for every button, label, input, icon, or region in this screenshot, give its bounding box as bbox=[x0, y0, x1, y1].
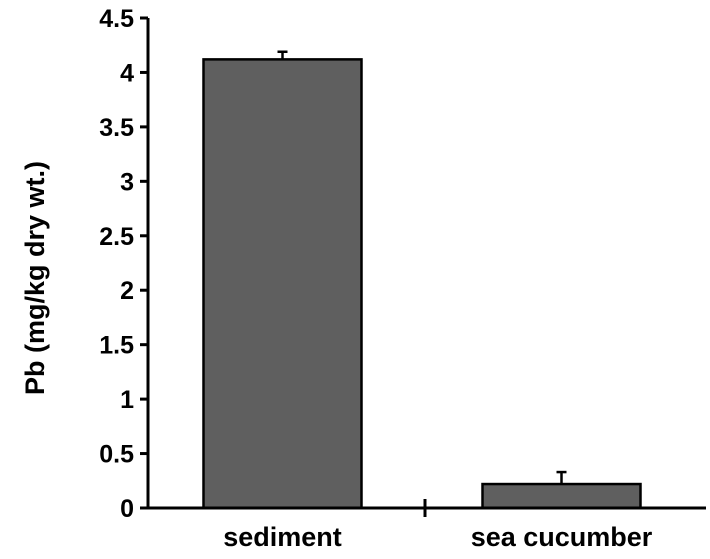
bar-sediment bbox=[202, 58, 363, 510]
bars bbox=[202, 58, 642, 510]
error-bars bbox=[277, 50, 567, 485]
y-axis-title: Pb (mg/kg dry wt.) bbox=[20, 161, 50, 395]
x-category-label: sea cucumber bbox=[471, 522, 653, 552]
y-tick-label: 2.5 bbox=[99, 223, 134, 251]
y-tick-label: 0 bbox=[120, 495, 134, 523]
y-tick-label: 3.5 bbox=[99, 114, 134, 142]
y-axis-tick-labels: 0 0.5 1 1.5 2 2.5 3 3.5 4 4.5 bbox=[99, 5, 134, 523]
y-tick-label: 4 bbox=[120, 59, 134, 87]
y-tick-label: 1 bbox=[120, 386, 134, 414]
y-tick-label: 3 bbox=[120, 168, 134, 196]
x-axis-category-labels: sediment sea cucumber bbox=[223, 522, 653, 552]
y-tick-label: 4.5 bbox=[99, 5, 134, 33]
y-tick-label: 1.5 bbox=[99, 332, 134, 360]
y-tick-label: 0.5 bbox=[99, 441, 134, 469]
bar-sea-cucumber bbox=[481, 482, 642, 510]
x-category-label: sediment bbox=[223, 522, 342, 552]
y-tick-label: 2 bbox=[120, 277, 134, 305]
